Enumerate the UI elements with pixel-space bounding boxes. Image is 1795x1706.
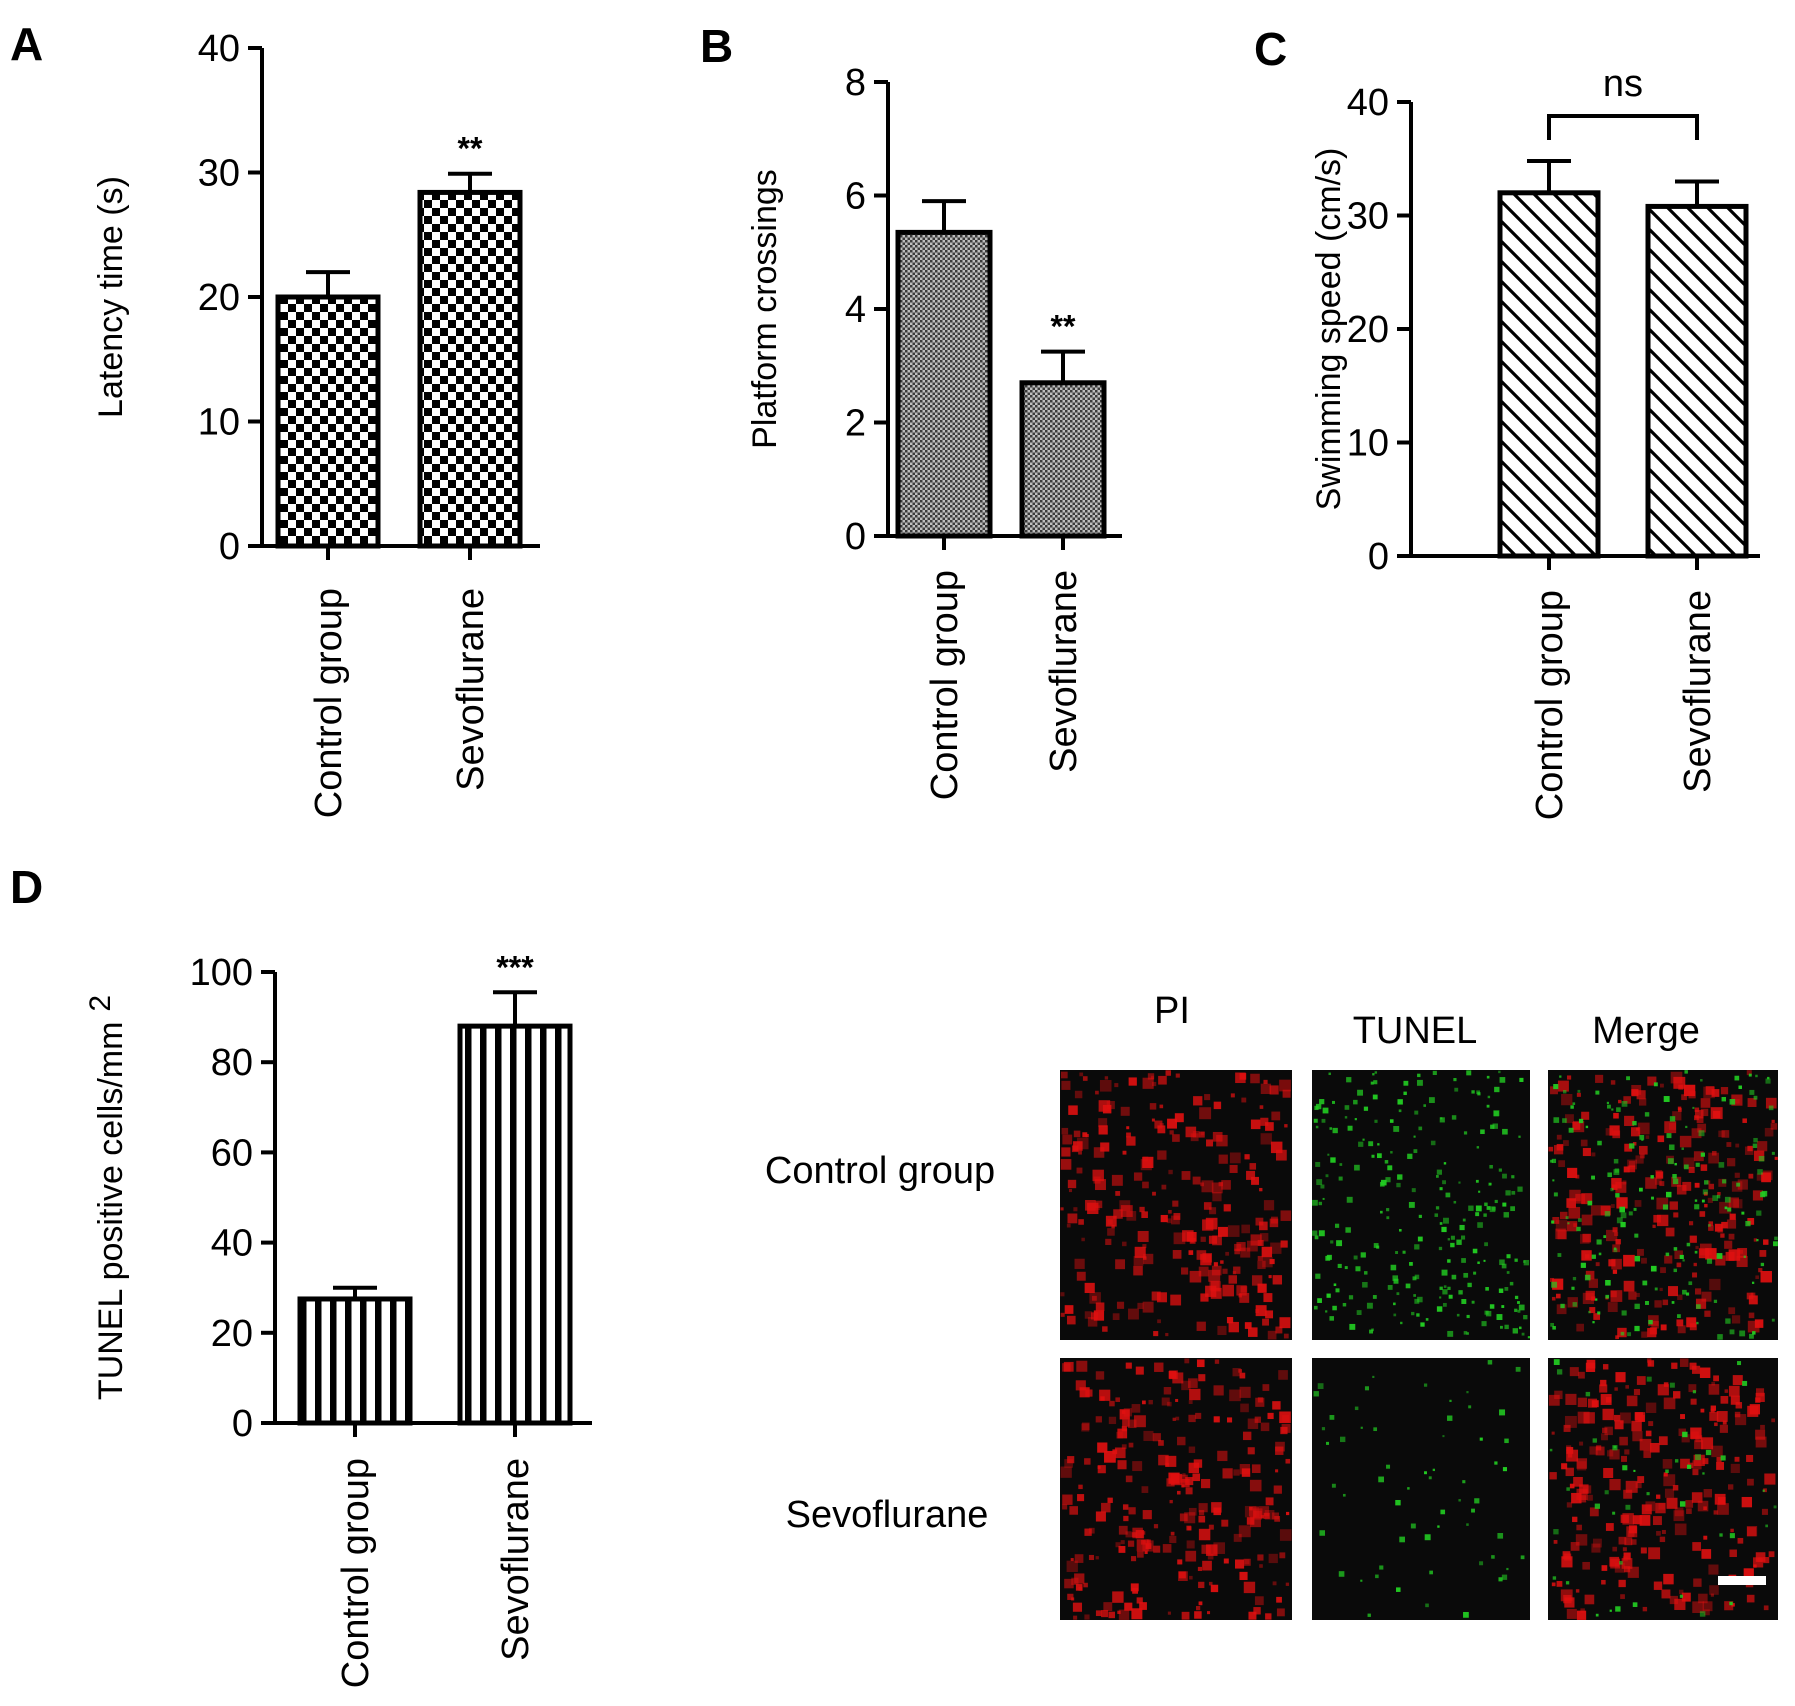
x-category-label: Sevoflurane	[1677, 590, 1719, 793]
x-category-label: Control group	[308, 588, 350, 818]
chart-swimming-speed: 0 10 20 30 40 Swimming speed (cm/s) Control gr…	[1310, 63, 1760, 820]
y-tick-label: 6	[845, 176, 866, 218]
y-tick-label: 20	[211, 1313, 253, 1355]
chart-latency-time: 0 10 20 30 40 Latency time (s) Control group Se…	[92, 28, 540, 818]
y-tick-label: 60	[211, 1132, 253, 1174]
bar	[1019, 380, 1107, 539]
micro-image-tunel-sevoflurane	[1312, 1358, 1530, 1620]
scale-bar	[1718, 1576, 1766, 1585]
micro-image-pi-sevoflurane	[1060, 1358, 1292, 1620]
y-tick-label: 0	[219, 526, 240, 568]
y-axis-label: Platform crossings	[746, 169, 784, 449]
y-tick-label: 2	[845, 403, 866, 445]
y-tick-label: 20	[1347, 309, 1389, 351]
y-axis-label: TUNEL positive cells/mm2	[84, 995, 130, 1400]
micro-col-tunel: TUNEL	[1353, 1010, 1478, 1052]
comparison-label: ns	[1603, 63, 1643, 105]
comparison-bracket	[1547, 114, 1699, 140]
bar	[275, 294, 381, 549]
panel-letter-b: B	[700, 20, 733, 72]
y-tick-label: 0	[232, 1403, 253, 1445]
y-axis-label-superscript: 2	[84, 995, 117, 1012]
x-category-label: Control group	[1529, 590, 1571, 820]
y-tick-label: 0	[845, 516, 866, 558]
chart-platform-crossings: 0 2 4 6 8 Platform crossings Control group Sevo…	[746, 62, 1122, 800]
x-category-label: Sevoflurane	[450, 588, 492, 791]
microscopy-panel: PI TUNEL Merge Control group Sevoflurane	[765, 990, 1778, 1620]
y-tick-label: 0	[1368, 536, 1389, 578]
x-category-label: Control group	[924, 570, 966, 800]
bar	[895, 229, 993, 539]
y-tick-label: 30	[198, 153, 240, 195]
y-axis-label: Swimming speed (cm/s)	[1310, 148, 1348, 511]
panel-letter-d: D	[10, 861, 43, 913]
bar	[1645, 203, 1749, 559]
y-tick-label: 40	[211, 1223, 253, 1265]
y-tick-label: 20	[198, 277, 240, 319]
y-tick-label: 80	[211, 1042, 253, 1084]
bar	[297, 1296, 413, 1426]
micro-row-sevoflurane: Sevoflurane	[786, 1494, 989, 1536]
x-category-label: Sevoflurane	[495, 1458, 537, 1661]
significance-label: **	[1051, 309, 1076, 345]
y-tick-label: 4	[845, 289, 866, 331]
micro-image-merge-sevoflurane	[1548, 1358, 1778, 1620]
y-tick-label: 10	[198, 402, 240, 444]
y-tick-label: 40	[1347, 82, 1389, 124]
y-tick-label: 10	[1347, 423, 1389, 465]
micro-image-pi-control	[1060, 1070, 1292, 1340]
panel-letter-c: C	[1254, 23, 1287, 75]
y-tick-label: 30	[1347, 196, 1389, 238]
micro-image-tunel-control	[1312, 1070, 1530, 1340]
micro-col-pi: PI	[1154, 990, 1190, 1032]
y-tick-label: 40	[198, 28, 240, 70]
micro-col-merge: Merge	[1592, 1010, 1700, 1052]
micro-image-merge-control	[1548, 1070, 1778, 1340]
chart-tunel-positive-cells: 0 20 40 60 80 100 TUNEL positive cells/mm2 Cont…	[84, 949, 592, 1688]
significance-label: **	[458, 131, 483, 167]
panel-letter-a: A	[10, 18, 43, 70]
micro-row-control: Control group	[765, 1150, 995, 1192]
bar	[457, 1023, 573, 1426]
significance-label: ***	[496, 949, 534, 985]
y-axis-label: Latency time (s)	[92, 176, 130, 418]
x-category-label: Control group	[335, 1458, 377, 1688]
bar	[417, 189, 523, 549]
bar	[1497, 190, 1601, 559]
y-tick-label: 100	[190, 952, 253, 994]
x-category-label: Sevoflurane	[1043, 570, 1085, 773]
y-tick-label: 8	[845, 62, 866, 104]
